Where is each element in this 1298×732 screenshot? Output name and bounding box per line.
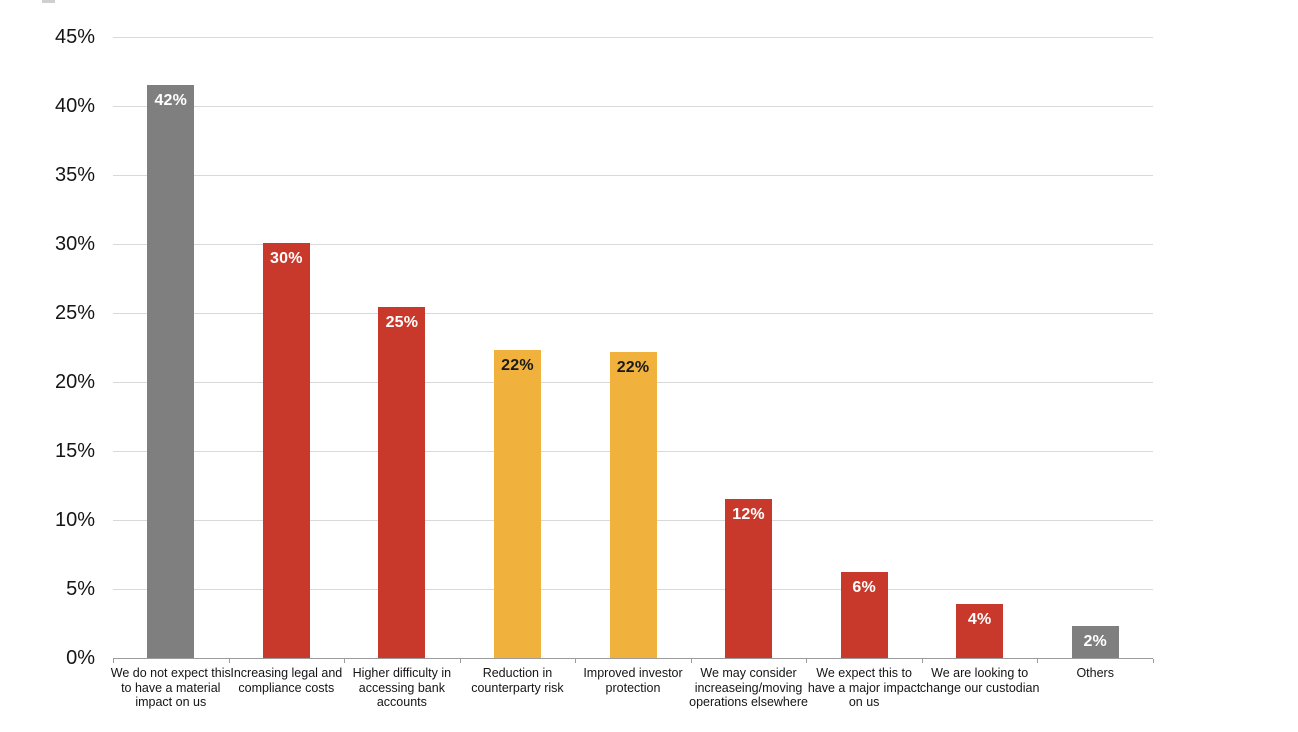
bar-value-label-8: 4%	[967, 611, 992, 629]
bar-value-label-1: 42%	[154, 92, 188, 110]
bar-5: 22%	[609, 351, 657, 658]
bar-1: 42%	[147, 85, 195, 658]
bar-4: 22%	[493, 350, 541, 658]
x-axis-tick-4	[575, 659, 577, 663]
x-axis-tick-2	[344, 659, 346, 663]
x-axis-tick-0	[113, 659, 114, 663]
y-tick-label-35: 35%	[54, 164, 95, 186]
x-axis-baseline	[113, 658, 1153, 659]
gridline-35	[113, 175, 1153, 176]
y-tick-label-45: 45%	[54, 26, 95, 48]
gridline-30	[113, 244, 1153, 245]
x-axis-tick-7	[921, 659, 923, 663]
x-cat-label-2: Increasing legal and compliance costs	[230, 666, 343, 695]
x-cat-label-9: Others	[1076, 666, 1114, 680]
bar-2: 30%	[262, 242, 310, 658]
x-axis-tick-9	[1153, 659, 1154, 663]
bar-9: 2%	[1071, 626, 1119, 658]
bar-value-label-5: 22%	[616, 358, 650, 376]
y-tick-label-5: 5%	[66, 578, 95, 600]
x-cat-label-4: Reduction in counterparty risk	[471, 666, 564, 695]
gridline-45	[113, 37, 1153, 38]
bar-value-label-3: 25%	[385, 314, 419, 332]
bar-3: 25%	[378, 307, 426, 658]
bar-value-label-4: 22%	[501, 357, 534, 375]
x-cat-label-5: Improved investor protection	[583, 666, 683, 695]
x-axis-tick-6	[806, 659, 808, 663]
y-tick-label-20: 20%	[54, 371, 95, 393]
bar-value-label-7: 6%	[852, 579, 876, 597]
x-axis-tick-5	[690, 659, 692, 663]
y-tick-label-10: 10%	[54, 509, 95, 531]
y-tick-label-25: 25%	[54, 302, 95, 324]
gridline-40	[113, 106, 1153, 107]
y-tick-label-40: 40%	[54, 95, 95, 117]
gridline-25	[113, 313, 1153, 314]
bar-6: 12%	[725, 499, 773, 658]
bar-value-label-6: 12%	[732, 506, 765, 524]
y-tick-label-15: 15%	[54, 440, 95, 462]
bar-value-label-2: 30%	[270, 249, 303, 267]
y-tick-label-0: 0%	[66, 647, 95, 669]
x-cat-label-1: We do not expect this to have a material…	[110, 666, 231, 709]
x-axis-tick-8	[1037, 659, 1039, 663]
y-tick-label-30: 30%	[54, 233, 95, 255]
bar-8: 4%	[956, 604, 1004, 658]
x-cat-label-6: We may consider increaseing/moving opera…	[689, 666, 808, 709]
x-axis-tick-3	[459, 659, 461, 663]
bar-value-label-9: 2%	[1083, 633, 1107, 651]
x-axis-tick-1	[228, 659, 230, 663]
x-cat-label-3: Higher difficulty in accessing bank acco…	[352, 666, 452, 709]
x-cat-label-7: We expect this to have a major impact on…	[807, 666, 921, 709]
bar-7: 6%	[840, 572, 888, 658]
x-cat-label-8: We are looking to change our custodian	[919, 666, 1040, 695]
cropped-edge-artifact	[42, 0, 55, 3]
